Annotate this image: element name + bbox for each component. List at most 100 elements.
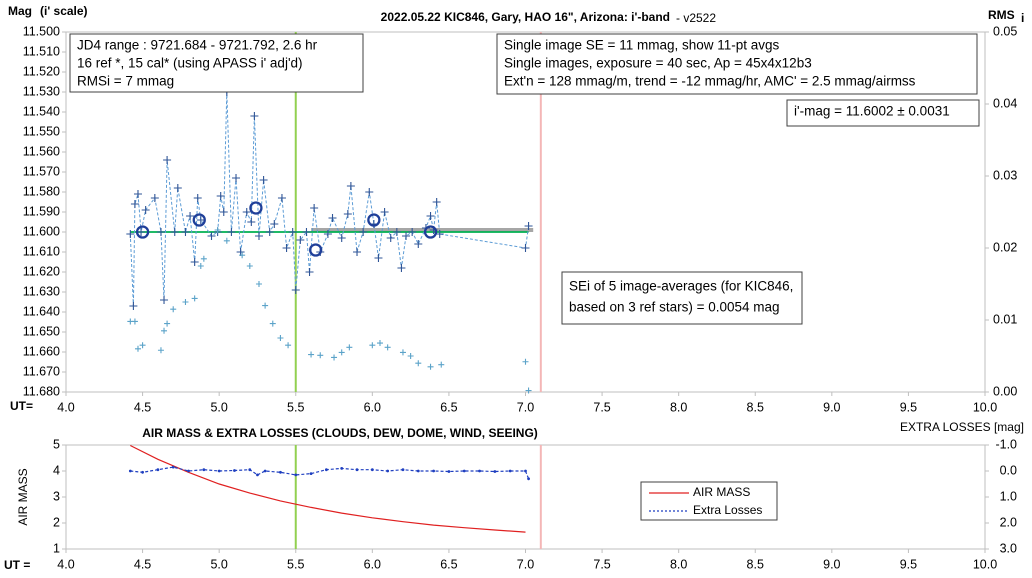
data-point [256,473,259,477]
data-point [202,468,206,472]
y-tick-label: 11.620 [23,264,60,278]
data-point [522,358,529,365]
y-axis-unit: (i' scale) [40,4,88,18]
data-point [270,220,279,228]
y-tick-label: 11.670 [23,364,60,378]
y-tick-label: 11.560 [23,144,60,158]
x-tick-label: 6.5 [440,557,457,571]
data-point [134,345,141,352]
annotation-text: SEi of 5 image-averages (for KIC846, [569,279,793,294]
y2-tick-label: 0.02 [993,240,1017,254]
data-point [191,295,198,302]
annotation-box [786,99,980,127]
data-point [524,222,533,230]
data-point [355,468,359,472]
x-tick-label: 8.5 [747,557,764,571]
annotation-text: based on 3 ref stars) = 0.0054 mag [569,300,780,315]
data-point [156,468,160,472]
y-axis-label: AIR MASS [16,468,30,525]
legend-label: Extra Losses [693,503,762,517]
x-tick-label: 9.5 [900,557,917,571]
data-point [173,184,182,192]
data-point [139,342,146,349]
y-tick-label: 3 [53,489,60,503]
data-point [263,469,267,473]
data-point [384,344,391,351]
data-point [277,194,286,202]
y-tick-label: 11.540 [23,104,60,118]
y-tick-label: 2 [53,515,60,529]
y-tick-label: 11.640 [23,304,60,318]
data-point [525,387,532,394]
data-point [247,218,256,226]
data-point [432,469,435,473]
data-point [227,228,236,236]
y2-axis-label: RMS [988,8,1015,22]
data-point [128,469,132,473]
annotation-box [69,33,364,93]
annotation-text: Single image SE = 11 mmag, show 11-pt av… [504,38,780,53]
data-point [401,468,405,472]
data-point [150,194,159,202]
data-point [170,228,179,236]
chart-subtitle: - v2522 [676,11,716,25]
y2-tick-label: 0.03 [993,168,1017,182]
x-tick-label: 6.5 [440,400,457,414]
data-point [170,306,177,313]
x-tick-label: 8.0 [670,557,687,571]
data-point [129,302,138,310]
data-point [310,204,319,212]
data-point [164,320,171,327]
data-point [399,349,406,356]
data-point [402,232,411,240]
chart-title: 2022.05.22 KIC846, Gary, HAO 16", Arizon… [381,10,670,24]
data-point [340,467,344,470]
data-point [508,469,512,473]
x-tick-label: 7.0 [517,557,534,571]
data-point [291,286,300,294]
data-point [232,174,241,182]
annotation-text: RMSi = 7 mmag [77,74,174,89]
y-tick-label: 11.650 [23,324,60,338]
average-point [423,225,438,239]
data-point [246,263,253,269]
y-tick-label: 11.570 [23,164,60,178]
data-point [250,112,259,120]
x-tick-label: 10.0 [973,400,997,414]
data-point [196,216,205,224]
data-point [262,302,269,309]
annotation-text: Ext'n = 128 mmag/m, trend = -12 mmag/hr,… [504,74,916,89]
y2-axis-label: EXTRA LOSSES [mag] [900,420,1024,434]
data-point [259,176,268,184]
annotation-box [496,33,978,95]
y-tick-label: 11.680 [23,384,60,398]
data-point [296,236,305,244]
series-line [129,91,530,307]
data-point [415,360,422,367]
x-tick-label: 9.5 [900,400,917,414]
data-point [447,470,451,473]
data-point [171,465,175,469]
x-tick-label: 4.5 [134,400,151,414]
data-point [323,230,332,238]
x-tick-label: 9.0 [823,557,840,571]
data-point [207,232,216,240]
data-point [414,240,423,248]
data-point [438,361,445,368]
data-point [197,263,204,269]
annotation-text: 16 ref *, 15 cal* (using APASS i' adj'd) [77,56,303,71]
data-point [182,299,189,305]
data-point [376,340,383,347]
x-tick-label: 10.0 [973,557,997,571]
data-point [435,230,444,238]
data-point [416,469,420,473]
x-axis-label: UT= [10,399,33,413]
y2-tick-label: 0.01 [993,312,1017,326]
data-point [141,206,150,214]
data-point [279,470,282,474]
data-point [408,228,417,236]
data-point [160,296,169,304]
chart-title: AIR MASS & EXTRA LOSSES (CLOUDS, DEW, DO… [142,426,538,440]
y-tick-label: 11.510 [23,44,60,58]
y-tick-label: 11.550 [23,124,60,138]
